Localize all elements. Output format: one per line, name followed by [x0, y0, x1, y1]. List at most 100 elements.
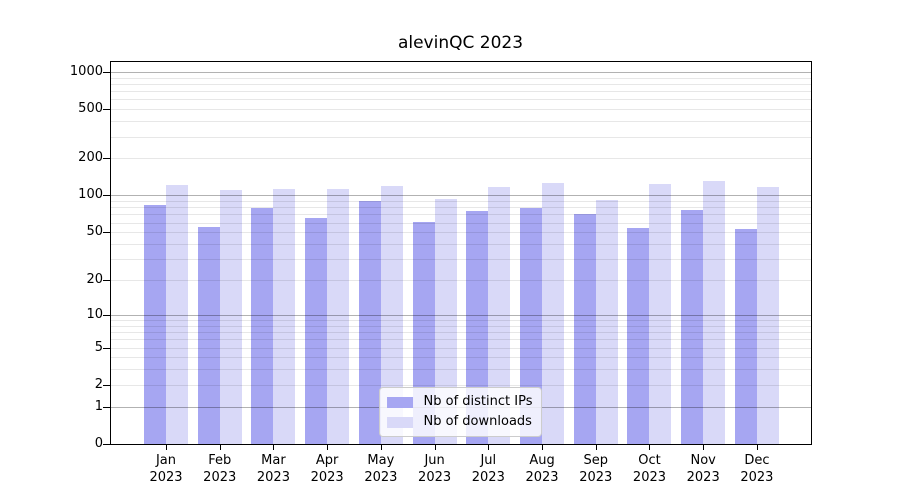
- x-tick-label-line: Jul: [480, 453, 497, 468]
- y-tick-label-0: 0: [94, 436, 103, 451]
- x-tick-label-may-2023: May 2023: [349, 452, 413, 486]
- x-tick-feb-2023: [219, 445, 221, 450]
- gridline-minor-20: [110, 280, 811, 282]
- bar-nb-of-distinct-ips-nov-2023: [681, 210, 704, 444]
- x-tick-label-jan-2023: Jan 2023: [134, 452, 198, 486]
- gridline-minor-7: [110, 332, 811, 334]
- x-tick-label-line: 2023: [418, 470, 452, 485]
- x-tick-label-line: Dec: [744, 453, 770, 468]
- gridline-minor-8: [110, 325, 811, 327]
- bar-nb-of-distinct-ips-may-2023: [358, 201, 381, 444]
- gridline-major-10: [110, 314, 811, 316]
- y-tick-1000: [103, 71, 110, 73]
- x-tick-label-dec-2023: Dec 2023: [725, 452, 789, 486]
- y-tick-label-1: 1: [94, 398, 103, 414]
- x-tick-label-line: Nov: [690, 453, 716, 468]
- x-tick-label-line: Oct: [638, 453, 661, 468]
- plot-area: Nb of distinct IPs Nb of downloads: [110, 61, 811, 444]
- gridline-minor-600: [110, 99, 811, 101]
- x-tick-label-nov-2023: Nov 2023: [671, 452, 735, 486]
- x-tick-label-line: 2023: [632, 470, 667, 485]
- x-tick-label-line: Sep: [583, 453, 608, 468]
- gridline-minor-400: [110, 121, 811, 123]
- spine-right: [811, 61, 812, 445]
- spine-left: [110, 61, 111, 445]
- x-tick-jul-2023: [488, 445, 490, 450]
- x-tick-label-line: Jun: [424, 453, 445, 468]
- bar-nb-of-distinct-ips-mar-2023: [251, 208, 274, 444]
- x-tick-label-line: 2023: [149, 470, 183, 485]
- x-tick-label-line: 2023: [256, 470, 290, 485]
- x-tick-dec-2023: [756, 445, 758, 450]
- y-tick-200: [103, 158, 110, 160]
- gridline-major-1000: [110, 71, 811, 73]
- legend-swatch-downloads-icon: [386, 416, 413, 428]
- gridline-minor-900: [110, 77, 811, 79]
- x-tick-label-line: 2023: [740, 470, 774, 485]
- gridline-minor-70: [110, 214, 811, 216]
- legend-label-distinct-ips: Nb of distinct IPs: [423, 394, 533, 409]
- bar-nb-of-downloads-aug-2023: [542, 182, 565, 444]
- y-tick-5: [103, 347, 110, 349]
- y-tick-label-500: 500: [78, 101, 103, 117]
- y-tick-0: [103, 444, 110, 445]
- gridline-minor-5: [110, 347, 811, 349]
- bar-nb-of-downloads-nov-2023: [703, 181, 726, 444]
- gridline-minor-3: [110, 369, 811, 371]
- x-tick-label-line: Feb: [208, 453, 232, 468]
- x-tick-label-apr-2023: Apr 2023: [295, 452, 359, 486]
- x-tick-label-line: 2023: [203, 470, 237, 485]
- x-tick-label-line: 2023: [686, 470, 720, 485]
- bar-nb-of-downloads-oct-2023: [649, 183, 672, 444]
- spine-bottom: [110, 444, 812, 445]
- bar-nb-of-downloads-jun-2023: [434, 198, 457, 444]
- y-tick-100: [103, 195, 110, 197]
- bar-nb-of-downloads-feb-2023: [219, 190, 242, 444]
- x-tick-label-line: Apr: [315, 453, 339, 468]
- x-tick-jan-2023: [166, 445, 167, 450]
- gridline-minor-700: [110, 91, 811, 93]
- x-tick-sep-2023: [595, 445, 597, 450]
- spine-top: [110, 61, 812, 62]
- bar-nb-of-distinct-ips-jul-2023: [466, 211, 489, 444]
- y-tick-10: [103, 314, 110, 316]
- x-tick-label-line: May: [367, 453, 395, 468]
- gridline-minor-30: [110, 259, 811, 261]
- y-tick-label-50: 50: [86, 224, 103, 240]
- gridline-major-100: [110, 195, 811, 197]
- y-tick-label-100: 100: [78, 187, 103, 203]
- gridline-minor-500: [110, 109, 811, 111]
- y-tick-2: [103, 384, 110, 386]
- gridline-minor-800: [110, 83, 811, 85]
- x-tick-jun-2023: [434, 445, 436, 450]
- bar-nb-of-downloads-jul-2023: [488, 187, 511, 444]
- x-tick-label-line: 2023: [364, 470, 398, 485]
- x-tick-aug-2023: [542, 445, 544, 450]
- gridline-minor-40: [110, 244, 811, 245]
- gridline-minor-90: [110, 201, 811, 203]
- x-tick-label-line: 2023: [525, 470, 559, 485]
- bar-nb-of-downloads-mar-2023: [273, 188, 296, 444]
- legend-item-downloads: Nb of downloads: [386, 414, 533, 430]
- legend-item-distinct-ips: Nb of distinct IPs: [386, 394, 533, 410]
- x-tick-label-line: Mar: [261, 453, 286, 468]
- y-tick-1: [103, 406, 110, 408]
- x-tick-label-aug-2023: Aug 2023: [510, 452, 574, 486]
- x-tick-label-feb-2023: Feb 2023: [188, 452, 252, 486]
- bar-nb-of-downloads-sep-2023: [595, 200, 618, 444]
- y-tick-label-20: 20: [86, 272, 103, 288]
- x-tick-label-line: 2023: [471, 470, 505, 485]
- gridline-minor-200: [110, 158, 811, 160]
- gridline-minor-9: [110, 320, 811, 321]
- bar-nb-of-downloads-jan-2023: [166, 184, 188, 444]
- bar-nb-of-downloads-apr-2023: [327, 189, 350, 444]
- chart-title: alevinQC 2023: [397, 33, 524, 53]
- legend-label-downloads: Nb of downloads: [423, 414, 532, 429]
- bar-nb-of-distinct-ips-dec-2023: [734, 229, 757, 444]
- legend-swatch-distinct-ips-icon: [386, 396, 413, 408]
- legend: Nb of distinct IPs Nb of downloads: [378, 387, 543, 437]
- x-tick-mar-2023: [273, 445, 275, 450]
- x-tick-may-2023: [380, 445, 382, 450]
- x-tick-label-line: 2023: [579, 470, 613, 485]
- y-tick-50: [103, 232, 110, 234]
